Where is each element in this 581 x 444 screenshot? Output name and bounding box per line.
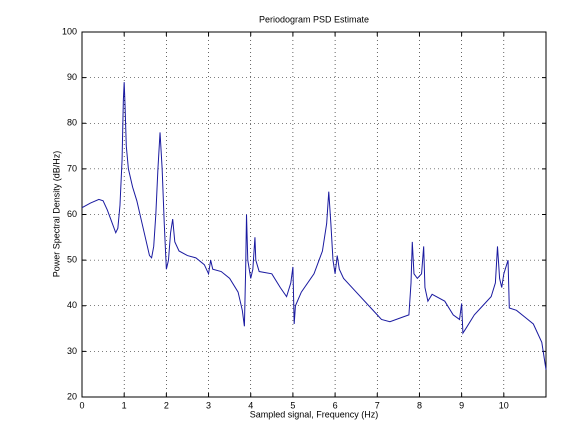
plot-frame	[81, 31, 547, 398]
x-tick-label: 1	[122, 400, 127, 410]
x-tick-label: 6	[333, 400, 338, 410]
y-tick-label: 60	[67, 209, 77, 219]
x-axis-label: Sampled signal, Frequency (Hz)	[250, 409, 379, 419]
x-tick-label: 8	[417, 400, 422, 410]
x-tick-label: 10	[499, 400, 509, 410]
x-tick-label: 9	[459, 400, 464, 410]
x-tick-label: 0	[79, 400, 84, 410]
y-tick-label: 90	[67, 72, 77, 82]
y-tick-label: 20	[67, 391, 77, 401]
y-axis-label: Power Spectral Density (dB/Hz)	[51, 151, 61, 278]
y-tick-label: 70	[67, 163, 77, 173]
psd-line	[81, 82, 547, 370]
y-tick-label: 50	[67, 255, 77, 265]
x-tick-label: 5	[290, 400, 295, 410]
y-tick-label: 40	[67, 300, 77, 310]
chart-title: Periodogram PSD Estimate	[259, 14, 369, 24]
y-tick-label: 30	[67, 346, 77, 356]
y-tick-label: 80	[67, 118, 77, 128]
x-tick-label: 3	[206, 400, 211, 410]
y-tick-label: 100	[62, 26, 77, 36]
x-tick-label: 7	[375, 400, 380, 410]
x-tick-label: 4	[248, 400, 253, 410]
x-tick-label: 2	[164, 400, 169, 410]
